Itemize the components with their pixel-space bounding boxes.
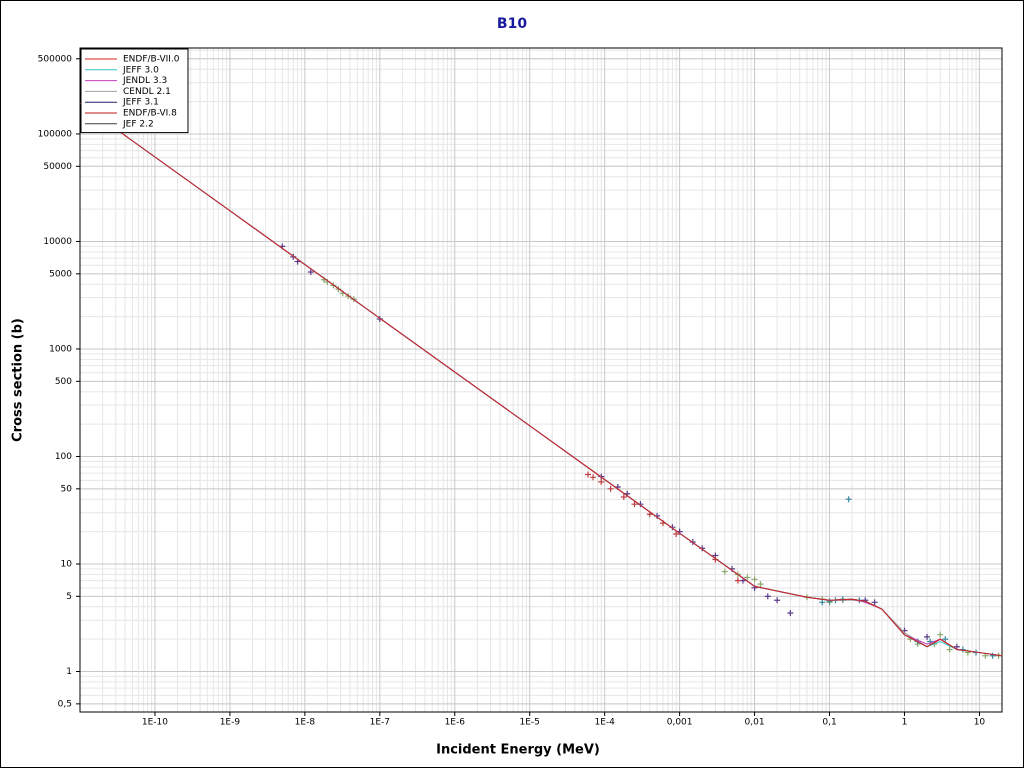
data-point <box>751 576 758 583</box>
data-point <box>989 652 996 659</box>
x-axis-label: Incident Energy (MeV) <box>436 743 600 758</box>
y-tick-label: 10000 <box>43 237 72 247</box>
plot-frame <box>79 47 1003 713</box>
data-point <box>819 599 826 606</box>
data-point <box>937 631 944 638</box>
series-line <box>80 102 1002 657</box>
data-point <box>590 474 597 481</box>
data-point <box>721 568 728 575</box>
data-point <box>631 501 638 508</box>
legend-label: JEFF 3.1 <box>122 98 159 108</box>
x-tick-label: 10 <box>974 718 986 728</box>
data-point <box>673 531 680 538</box>
x-tick-label: 1E-10 <box>142 718 168 728</box>
data-point <box>845 496 852 503</box>
data-point <box>585 471 592 478</box>
data-point <box>607 485 614 492</box>
y-tick-label: 0,5 <box>58 699 72 709</box>
data-point <box>744 574 751 581</box>
data-point <box>826 598 833 605</box>
data-point <box>598 478 605 485</box>
data-point <box>734 577 741 584</box>
data-point <box>774 597 781 604</box>
data-point <box>959 646 966 653</box>
legend-label: JENDL 3.3 <box>122 76 167 86</box>
x-tick-label: 0,01 <box>745 718 765 728</box>
x-tick-label: 1E-6 <box>445 718 466 728</box>
y-axis-label: Cross section (b) <box>11 318 26 442</box>
legend-box <box>80 48 189 134</box>
data-point <box>946 646 953 653</box>
data-point <box>307 268 314 275</box>
y-tick-label: 1 <box>66 667 72 677</box>
legend-label: JEF 2.2 <box>122 119 154 129</box>
x-tick-label: 0,001 <box>667 718 693 728</box>
data-point <box>927 638 934 645</box>
y-tick-label: 5000 <box>49 269 72 279</box>
y-tick-label: 10 <box>61 559 73 569</box>
y-tick-label: 100 <box>55 452 72 462</box>
y-tick-label: 500000 <box>38 54 73 64</box>
legend-label: ENDF/B-VII.0 <box>123 55 180 65</box>
data-point <box>757 581 764 588</box>
data-point <box>924 633 931 640</box>
y-tick-label: 5 <box>66 592 72 602</box>
legend-label: JEFF 3.0 <box>122 65 159 75</box>
x-tick-label: 1E-7 <box>370 718 390 728</box>
y-tick-label: 50 <box>61 484 73 494</box>
x-tick-label: 1E-5 <box>520 718 540 728</box>
legend-label: ENDF/B-VI.8 <box>123 109 177 119</box>
data-point <box>620 493 627 500</box>
data-point <box>376 315 383 322</box>
y-tick-label: 1000 <box>49 344 72 354</box>
y-tick-label: 100000 <box>38 129 73 139</box>
series-group <box>80 102 1002 659</box>
data-point <box>942 636 949 643</box>
data-point <box>953 643 960 650</box>
data-point <box>871 599 878 606</box>
x-tick-label: 1 <box>902 718 908 728</box>
legend-label: CENDL 2.1 <box>123 87 171 97</box>
x-tick-label: 1E-8 <box>295 718 316 728</box>
data-point <box>787 610 794 617</box>
x-tick-label: 0,1 <box>822 718 836 728</box>
y-tick-label: 500 <box>55 377 72 387</box>
data-point <box>764 593 771 600</box>
x-tick-label: 1E-4 <box>594 718 615 728</box>
y-tick-label: 50000 <box>43 162 72 172</box>
x-tick-label: 1E-9 <box>220 718 241 728</box>
chart-title: B10 <box>497 16 527 32</box>
